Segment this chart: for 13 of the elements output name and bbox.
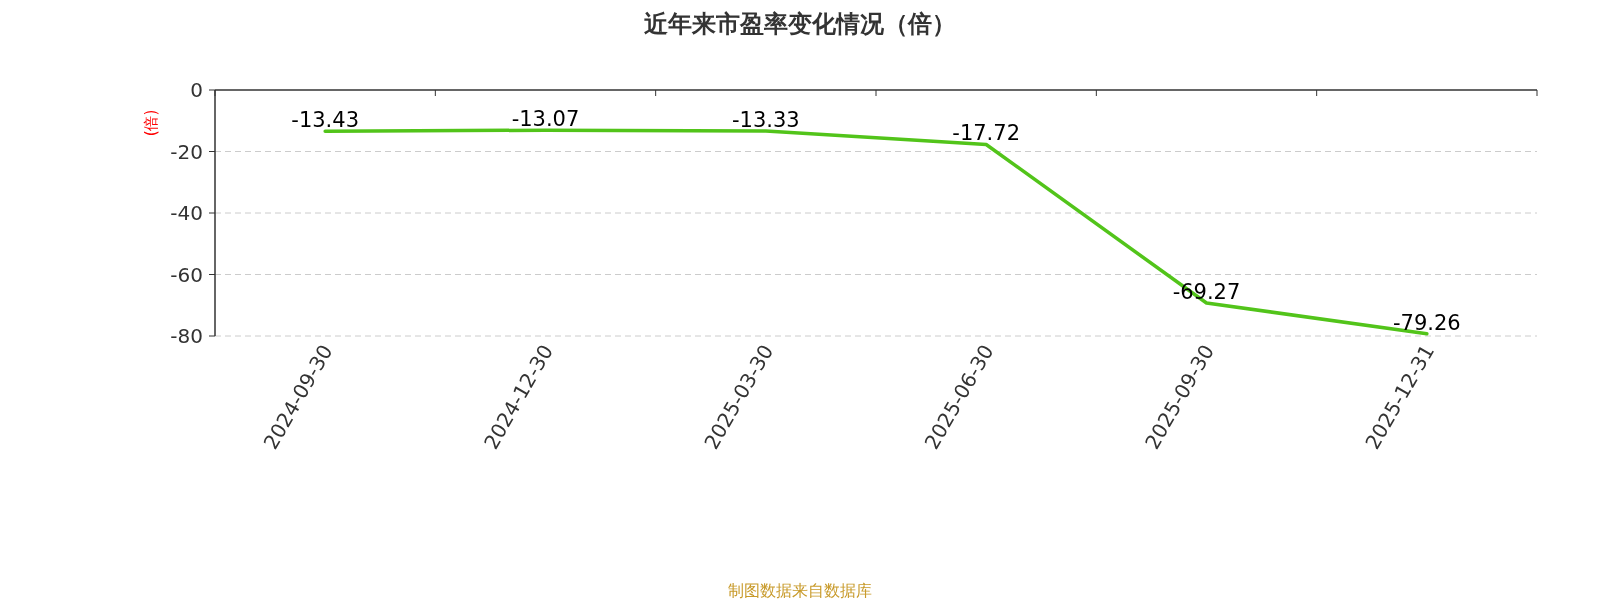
y-tick-label: -40 (170, 201, 203, 225)
y-tick-label: -80 (170, 324, 203, 348)
y-tick-label: 0 (190, 78, 203, 102)
y-tick-label: -20 (170, 139, 203, 164)
data-label: -79.26 (1392, 310, 1461, 335)
data-label: -13.07 (511, 107, 580, 132)
data-label: -13.43 (291, 108, 360, 133)
chart-title: 近年来市盈率变化情况（倍） (644, 10, 956, 38)
y-axis-title: (倍) (142, 109, 160, 137)
y-tick-label: -60 (170, 262, 203, 287)
data-label: -17.72 (952, 121, 1021, 146)
data-label: -13.33 (731, 107, 800, 132)
text: 制图数据来自数据库 (728, 581, 872, 600)
